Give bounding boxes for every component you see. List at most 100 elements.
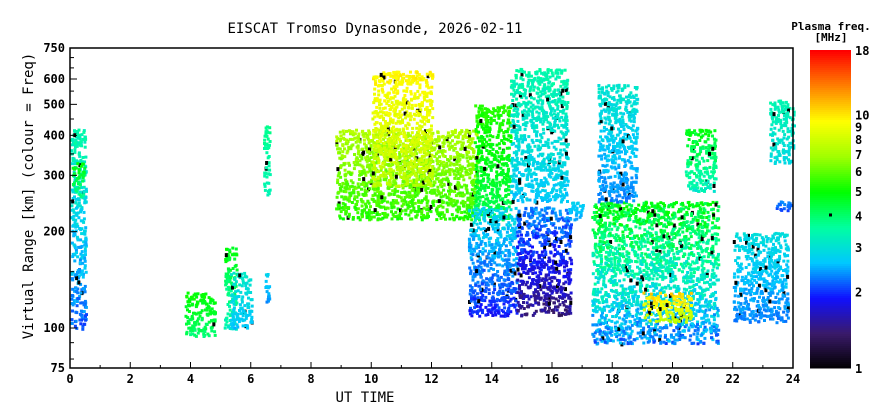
data-point: [366, 199, 370, 203]
data-point: [79, 219, 83, 223]
data-point: [499, 291, 503, 295]
data-point: [408, 138, 412, 142]
data-point: [356, 190, 360, 194]
data-point: [397, 137, 400, 141]
data-point: [502, 299, 506, 303]
data-point: [434, 170, 438, 174]
data-point: [405, 86, 409, 90]
data-point: [486, 115, 490, 118]
data-point: [474, 199, 478, 203]
data-point: [72, 210, 76, 214]
data-point: [471, 296, 475, 300]
data-point: [499, 298, 503, 302]
data-point: [70, 216, 74, 220]
data-point: [417, 186, 421, 190]
data-point: [395, 84, 399, 88]
data-point: [412, 112, 416, 116]
data-point: [501, 251, 505, 255]
data-point: [74, 201, 78, 205]
data-point: [486, 204, 490, 207]
data-point: [422, 213, 425, 217]
data-point: [456, 170, 460, 174]
data-point: [347, 214, 351, 218]
data-point: [542, 85, 546, 89]
data-point: [446, 179, 450, 183]
data-point: [79, 195, 83, 199]
data-point: [81, 253, 85, 257]
data-point: [506, 308, 510, 312]
data-point: [226, 267, 230, 271]
data-point: [82, 217, 86, 221]
data-point: [562, 171, 566, 175]
data-point: [240, 317, 244, 321]
data-point: [263, 134, 267, 138]
data-point: [379, 134, 383, 138]
data-point: [465, 128, 469, 132]
data-point: [381, 107, 385, 110]
data-point: [503, 270, 507, 274]
data-point: [430, 149, 434, 152]
data-point: [404, 200, 408, 204]
data-point: [208, 309, 212, 313]
data-point: [501, 292, 505, 296]
data-point: [430, 177, 434, 180]
data-point: [263, 182, 267, 186]
data-point: [551, 168, 555, 171]
data-point: [495, 263, 499, 267]
data-point: [415, 213, 419, 217]
data-point: [77, 128, 81, 132]
data-point: [389, 160, 393, 164]
data-point: [74, 218, 78, 222]
data-point: [448, 198, 452, 202]
data-point: [235, 253, 239, 257]
data-point: [463, 183, 467, 187]
data-point: [381, 90, 385, 94]
data-point: [348, 191, 352, 195]
data-point: [195, 303, 199, 307]
data-point: [494, 208, 498, 212]
data-point: [556, 104, 560, 108]
data-point: [78, 318, 82, 322]
data-point: [489, 142, 493, 146]
data-point: [389, 119, 392, 122]
data-point: [482, 115, 486, 119]
data-point: [565, 176, 569, 180]
data-point: [76, 180, 80, 184]
data-point: [565, 191, 568, 195]
data-point: [498, 180, 502, 184]
data-point: [469, 269, 473, 273]
data-point: [442, 173, 446, 176]
data-point: [389, 117, 392, 121]
data-point: [364, 182, 368, 186]
data-point: [481, 279, 485, 283]
data-point: [442, 188, 446, 192]
data-point: [481, 311, 484, 315]
data-point: [565, 103, 569, 107]
data-point: [509, 263, 513, 267]
data-point: [187, 303, 190, 307]
data-point: [556, 112, 560, 116]
data-point: [363, 188, 367, 192]
data-point: [224, 253, 228, 258]
data-point: [265, 181, 269, 185]
data-point: [550, 126, 554, 130]
data-point: [539, 90, 543, 94]
data-point: [557, 160, 561, 165]
data-point: [424, 153, 428, 157]
data-point: [531, 115, 535, 119]
data-point: [342, 162, 346, 166]
data-point: [389, 164, 393, 168]
data-point: [367, 213, 371, 217]
data-point: [338, 183, 342, 186]
data-point: [341, 182, 345, 186]
data-point: [561, 95, 565, 99]
data-point: [403, 111, 407, 116]
data-point: [435, 143, 439, 147]
data-point: [412, 183, 416, 187]
data-point: [447, 202, 451, 206]
data-point: [509, 288, 513, 292]
data-point: [471, 192, 475, 197]
data-point: [415, 165, 419, 169]
data-point: [559, 137, 563, 141]
data-point: [466, 159, 470, 163]
